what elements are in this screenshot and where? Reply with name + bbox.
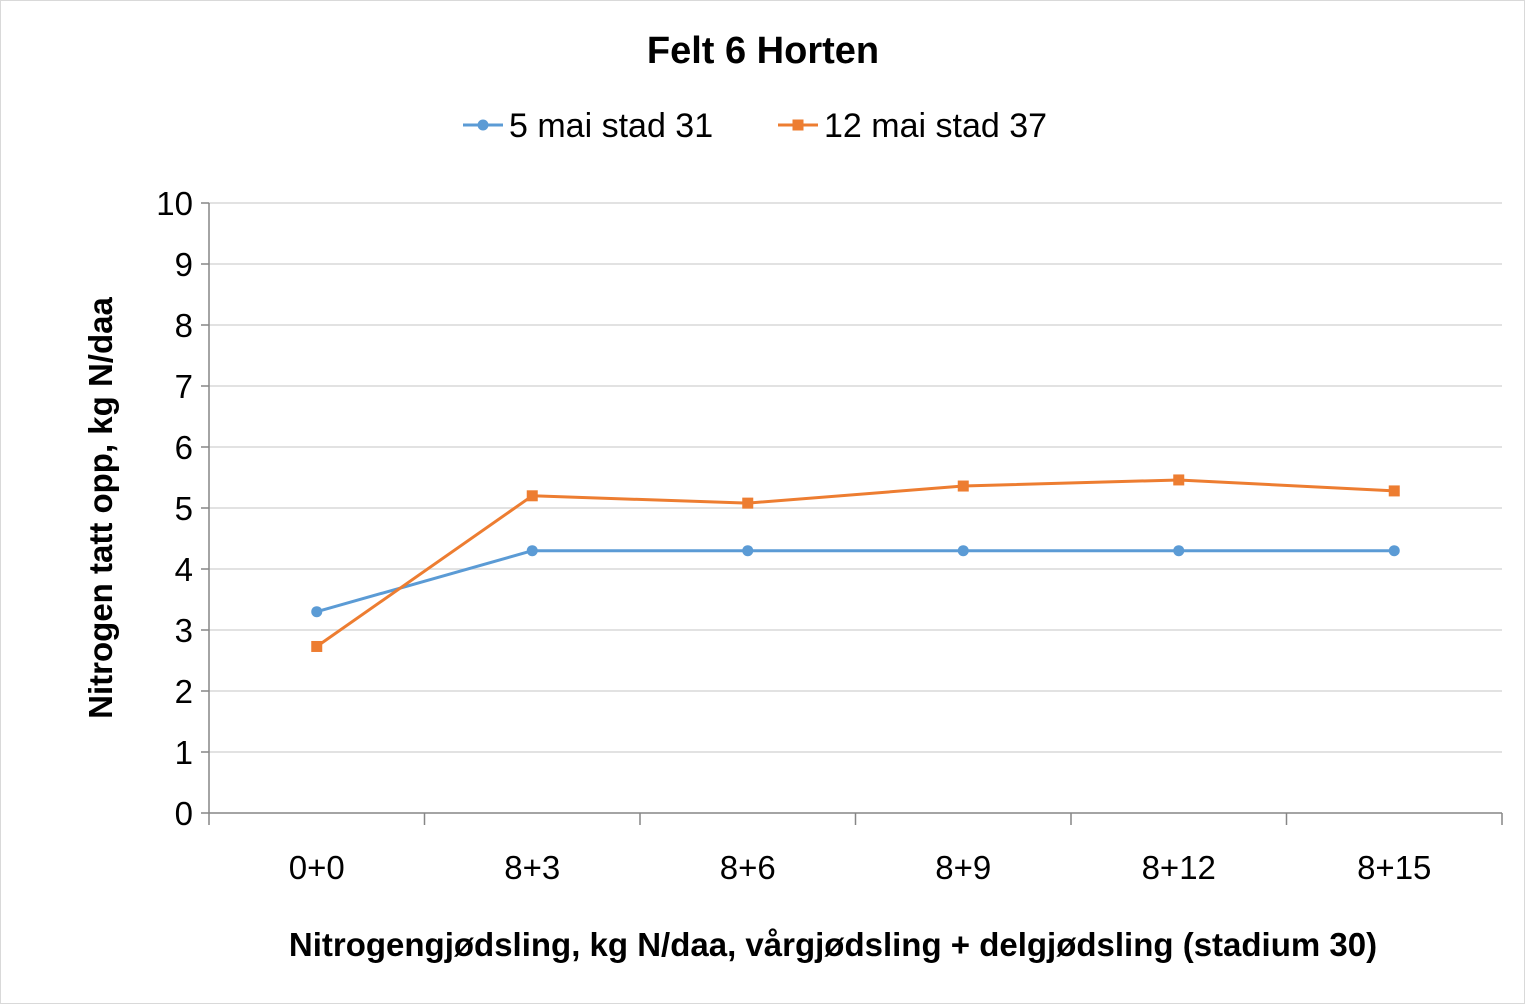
gridlines [209,202,1502,753]
y-tick-label: 9 [175,246,193,283]
y-tick-label: 3 [175,612,193,649]
x-tick-label: 8+15 [1357,849,1431,886]
y-tick-label: 5 [175,490,193,527]
y-tick-labels: 0 1 2 3 4 5 6 7 8 9 10 [156,185,193,832]
y-tick-label: 4 [175,551,193,588]
data-point-square [526,490,538,502]
y-tick-label: 8 [175,307,193,344]
series-1 [311,545,1400,618]
data-point-circle [1388,545,1400,557]
y-tick-label: 7 [175,368,193,405]
data-point-circle [1173,545,1185,557]
data-point-square [311,640,323,652]
legend-marker-circle [477,119,489,131]
data-point-circle [311,606,323,618]
series-line-2 [315,478,1395,648]
legend-item-series-2: 12 mai stad 37 [778,107,1047,145]
data-point-square [957,480,969,492]
y-tick-label: 10 [156,185,193,222]
legend-label-series-1: 5 mai stad 31 [509,107,713,145]
y-axis-label: Nitrogen tatt opp, kg N/daa [82,297,119,719]
axes [201,202,1503,825]
y-tick-label: 2 [175,673,193,710]
x-tick-label: 8+3 [504,849,560,886]
x-tick-label: 8+9 [935,849,991,886]
legend-label-series-2: 12 mai stad 37 [824,107,1047,145]
x-tick-label: 8+12 [1142,849,1216,886]
data-series [311,474,1400,652]
data-point-circle [526,545,538,557]
y-tick-label: 6 [175,429,193,466]
series-2 [311,474,1400,652]
chart-title: Felt 6 Horten [647,30,879,72]
data-point-square [1173,474,1185,486]
data-point-square [1388,485,1400,497]
x-tick-label: 0+0 [289,849,345,886]
legend-marker-square [792,119,804,131]
series-line-1 [316,549,1395,614]
data-point-square [742,497,754,509]
x-axis-label: Nitrogengjødsling, kg N/daa, vårgjødslin… [289,926,1377,963]
legend: 5 mai stad 31 12 mai stad 37 [463,107,1047,145]
data-point-circle [957,545,969,557]
x-tick-labels: 0+0 8+3 8+6 8+9 8+12 8+15 [289,849,1432,886]
data-point-circle [742,545,754,557]
y-tick-label: 1 [175,734,193,771]
legend-item-series-1: 5 mai stad 31 [463,107,713,145]
x-tick-label: 8+6 [720,849,776,886]
y-tick-label: 0 [175,795,193,832]
